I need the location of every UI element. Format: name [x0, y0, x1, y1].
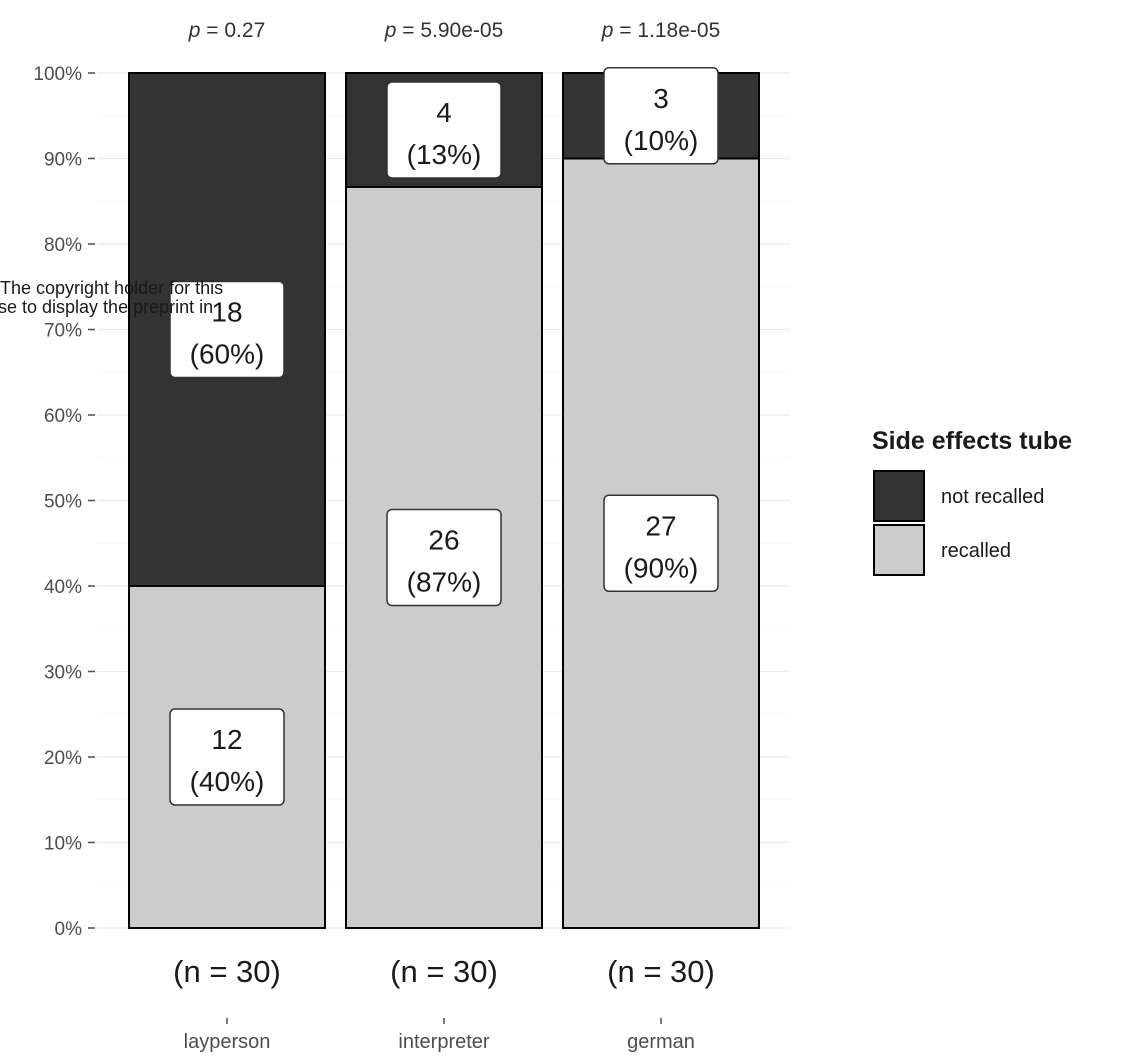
y-tick-label: 0% — [55, 919, 83, 940]
value-label-not-recalled-layperson: 18 (60%) — [169, 280, 285, 379]
value-label-box — [169, 280, 285, 379]
y-tick-label: 10% — [44, 834, 82, 855]
n-count-label: (n = 30) — [173, 954, 281, 989]
value-percent: (60%) — [190, 339, 265, 370]
y-tick-label: 60% — [44, 406, 82, 427]
value-label-not-recalled-german: 3 (10%) — [603, 67, 719, 165]
legend: Side effects tube not recalled recalled — [872, 427, 1072, 576]
value-count: 18 — [211, 297, 242, 328]
watermark-overlay: The copyright holder for this se to disp… — [0, 278, 223, 317]
n-count-label: (n = 30) — [390, 954, 498, 989]
value-label-box — [169, 708, 285, 806]
bar-recalled-german — [562, 157, 760, 929]
value-percent: (10%) — [624, 125, 699, 156]
axes-group: 0% 10% 20% 30% 40% 50% 60% 70% 80% 90% 100% p = 0.2… — [33, 19, 720, 1053]
value-label-box — [386, 81, 502, 179]
y-tick-label: 40% — [44, 577, 82, 598]
value-count: 26 — [428, 524, 459, 555]
value-count: 12 — [211, 724, 242, 755]
y-tick-label: 70% — [44, 321, 82, 342]
y-tick-label: 100% — [33, 64, 82, 85]
legend-title: Side effects tube — [872, 427, 1072, 455]
legend-key-recalled — [873, 524, 925, 576]
value-count: 3 — [653, 83, 669, 114]
value-percent: (90%) — [624, 552, 699, 583]
p-value-label: p = 0.27 — [188, 19, 266, 42]
y-tick-label: 90% — [44, 150, 82, 171]
legend-label: recalled — [941, 540, 1011, 562]
value-label-box — [603, 67, 719, 165]
legend-key-not-recalled — [873, 470, 925, 522]
y-tick-label: 80% — [44, 235, 82, 256]
bars-group — [128, 72, 760, 929]
y-tick-label: 50% — [44, 492, 82, 513]
value-percent: (87%) — [407, 566, 482, 597]
value-label-not-recalled-interpreter: 4 (13%) — [386, 81, 502, 179]
value-count: 27 — [645, 510, 676, 541]
data-labels-group: 12 (40%) 18 (60%) 26 (87%) 4 (13%) 27 (90%) 3 (10%) — [169, 67, 719, 806]
value-label-recalled-layperson: 12 (40%) — [169, 708, 285, 806]
y-tick-label: 20% — [44, 748, 82, 769]
watermark-line-1: The copyright holder for this — [0, 278, 223, 298]
value-label-box — [603, 494, 719, 592]
p-value-label: p = 5.90e-05 — [384, 19, 504, 42]
value-percent: (13%) — [407, 139, 482, 170]
x-tick-label: layperson — [184, 1031, 271, 1053]
x-tick-label: german — [627, 1031, 695, 1053]
value-label-recalled-german: 27 (90%) — [603, 494, 719, 592]
value-percent: (40%) — [190, 766, 265, 797]
value-label-box — [386, 508, 502, 607]
p-value-label: p = 1.18e-05 — [601, 19, 721, 42]
legend-label: not recalled — [941, 486, 1044, 508]
n-count-label: (n = 30) — [607, 954, 715, 989]
value-label-recalled-interpreter: 26 (87%) — [386, 508, 502, 607]
y-tick-label: 30% — [44, 663, 82, 684]
x-tick-label: interpreter — [398, 1031, 489, 1053]
watermark-line-2: se to display the preprint in — [0, 297, 213, 317]
value-count: 4 — [436, 97, 452, 128]
